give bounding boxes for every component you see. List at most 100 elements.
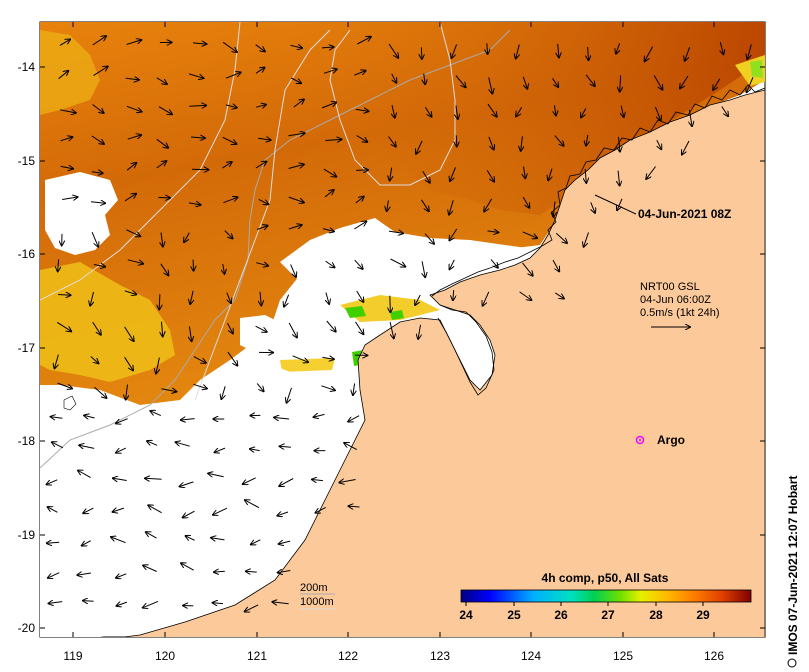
current-vector bbox=[193, 356, 206, 363]
current-vector bbox=[126, 40, 142, 45]
current-vector bbox=[558, 43, 559, 58]
current-vector bbox=[421, 47, 422, 59]
credit-label: IMOS 07-Jun-2021 12:07 Hobart bbox=[786, 476, 800, 655]
current-vector bbox=[355, 109, 369, 111]
current-vector bbox=[125, 78, 139, 80]
lon-tick-label: 122 bbox=[338, 649, 358, 663]
depth-legend-1000m: 1000m bbox=[300, 596, 334, 608]
current-vector bbox=[243, 477, 256, 484]
sst-cool-patch-west bbox=[40, 262, 175, 382]
current-vector bbox=[321, 47, 334, 48]
colorbar-tick-label: 29 bbox=[696, 608, 710, 622]
current-vector bbox=[58, 295, 70, 296]
contour-200m bbox=[40, 29, 511, 469]
current-vector bbox=[452, 44, 458, 58]
current-vector bbox=[57, 382, 72, 388]
lon-tick-label: 120 bbox=[155, 649, 175, 663]
current-vector bbox=[288, 133, 305, 136]
current-vector bbox=[90, 202, 105, 203]
lon-tick-label: 121 bbox=[247, 649, 267, 663]
current-vector bbox=[156, 77, 167, 84]
current-vector bbox=[272, 602, 289, 604]
current-vector bbox=[189, 105, 206, 106]
current-vector bbox=[82, 540, 91, 546]
current-vector bbox=[484, 198, 493, 212]
current-vector bbox=[189, 326, 191, 341]
current-vector bbox=[93, 265, 105, 267]
current-vector bbox=[124, 326, 134, 341]
current-vector bbox=[256, 383, 263, 392]
lat-tick-label: -15 bbox=[18, 154, 36, 168]
colorbar-title: 4h comp, p50, All Sats bbox=[542, 571, 669, 585]
current-vector bbox=[60, 166, 73, 168]
current-vector bbox=[387, 200, 389, 211]
current-vector bbox=[148, 505, 162, 514]
current-vector bbox=[682, 140, 690, 155]
current-vector bbox=[91, 135, 104, 144]
current-vector bbox=[47, 479, 58, 485]
current-vector bbox=[325, 260, 335, 267]
current-vector bbox=[554, 135, 564, 146]
current-vector bbox=[192, 43, 206, 44]
current-vector bbox=[255, 325, 267, 332]
current-vector bbox=[322, 229, 334, 232]
current-vector bbox=[354, 71, 365, 76]
current-vector bbox=[456, 105, 458, 119]
current-vector bbox=[113, 508, 125, 512]
current-vector bbox=[720, 41, 723, 54]
current-vector bbox=[646, 166, 656, 179]
current-vector bbox=[52, 442, 64, 449]
current-vector bbox=[91, 232, 98, 247]
current-vector bbox=[390, 295, 391, 313]
argo-label: Argo bbox=[657, 433, 685, 447]
current-vector bbox=[78, 471, 91, 479]
current-vector bbox=[353, 383, 355, 395]
current-vector bbox=[279, 541, 291, 544]
current-vector bbox=[450, 259, 455, 269]
contour-1000m-c bbox=[194, 29, 331, 401]
current-vector bbox=[183, 510, 195, 517]
current-vector bbox=[59, 39, 70, 46]
timestamp-label: 04-Jun-2021 08Z bbox=[638, 207, 731, 221]
argo-float-marker-center bbox=[639, 439, 641, 441]
current-vector bbox=[449, 200, 454, 214]
current-vector bbox=[48, 507, 58, 513]
current-vector bbox=[83, 507, 94, 513]
current-vector bbox=[258, 138, 271, 140]
current-vector bbox=[245, 604, 259, 612]
current-vector bbox=[208, 473, 224, 476]
lat-tick-label: -19 bbox=[18, 528, 36, 542]
current-vector bbox=[339, 480, 356, 483]
current-vector bbox=[418, 324, 420, 339]
current-vector bbox=[251, 539, 261, 545]
land-mass bbox=[120, 89, 765, 637]
current-vector bbox=[225, 72, 241, 79]
current-vector bbox=[214, 571, 225, 572]
current-legend-time: 04-Jun 06:00Z bbox=[640, 294, 711, 306]
current-vector bbox=[584, 232, 589, 247]
current-vector bbox=[388, 231, 403, 233]
current-vector bbox=[721, 106, 728, 117]
current-vector bbox=[422, 261, 425, 277]
lat-tick-label: -18 bbox=[18, 434, 36, 448]
colorbar-tick-label: 26 bbox=[554, 608, 568, 622]
current-vector bbox=[552, 78, 559, 87]
current-vector bbox=[516, 44, 520, 59]
current-vector bbox=[47, 542, 60, 543]
current-vector bbox=[293, 99, 304, 108]
current-vector bbox=[279, 478, 294, 487]
depth-legend-200m: 200m bbox=[300, 582, 328, 594]
current-vector bbox=[222, 41, 237, 52]
current-vector bbox=[188, 203, 201, 205]
current-vector bbox=[91, 172, 103, 174]
current-vectors bbox=[47, 36, 754, 612]
current-vector bbox=[519, 291, 532, 300]
current-vector bbox=[181, 563, 194, 571]
current-vector bbox=[455, 75, 466, 88]
current-vector bbox=[225, 105, 237, 108]
current-vector bbox=[191, 169, 209, 170]
current-vector bbox=[227, 351, 238, 366]
current-vector bbox=[55, 354, 59, 369]
current-vector bbox=[483, 291, 490, 306]
